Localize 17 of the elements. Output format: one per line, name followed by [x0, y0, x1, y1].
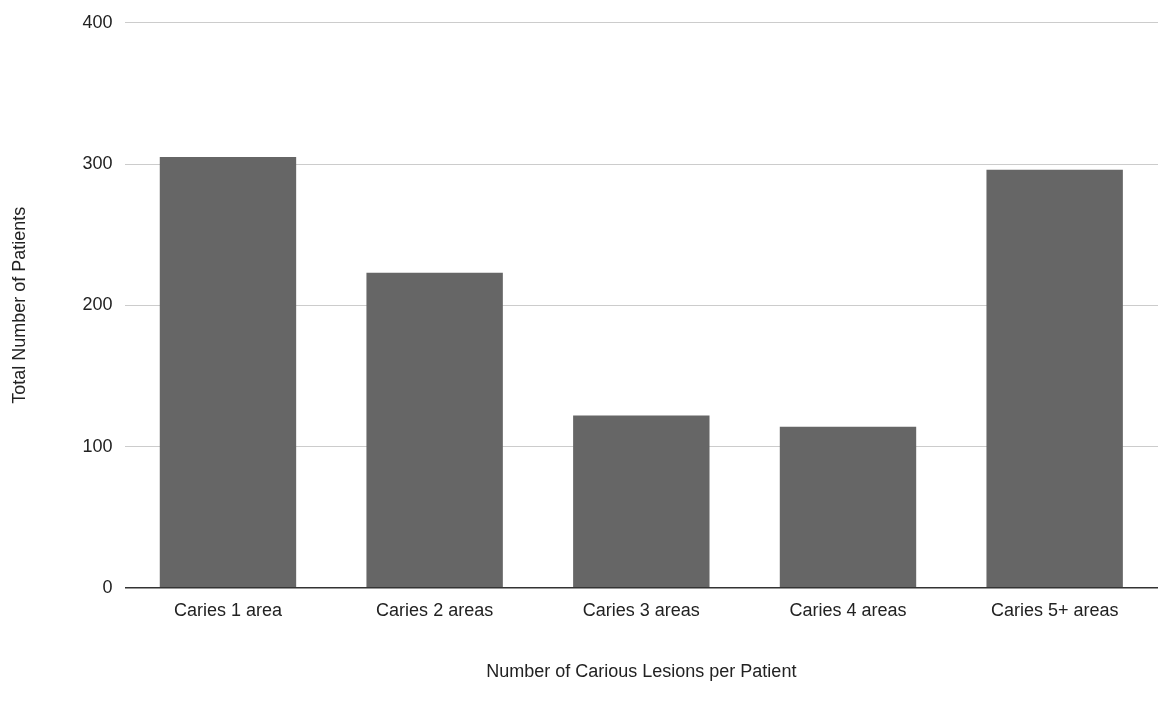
x-axis-title: Number of Carious Lesions per Patient [486, 661, 797, 682]
x-tick-label: Caries 3 areas [582, 599, 700, 620]
bar [986, 169, 1123, 588]
bar [779, 426, 917, 588]
bar [573, 415, 710, 588]
y-tick-label: 400 [82, 11, 113, 32]
x-tick-label: Caries 1 area [173, 599, 283, 620]
x-tick-label: Caries 4 areas [789, 599, 907, 620]
y-tick-label: 300 [82, 153, 113, 174]
x-tick-label: Caries 2 areas [376, 599, 494, 620]
bar [159, 156, 297, 588]
x-tick-label: Caries 5+ areas [990, 599, 1119, 620]
y-tick-label: 0 [102, 576, 113, 597]
y-axis-title: Total Number of Patients [8, 206, 29, 404]
y-tick-label: 200 [82, 294, 113, 315]
bar [366, 272, 503, 588]
y-tick-label: 100 [82, 435, 113, 456]
